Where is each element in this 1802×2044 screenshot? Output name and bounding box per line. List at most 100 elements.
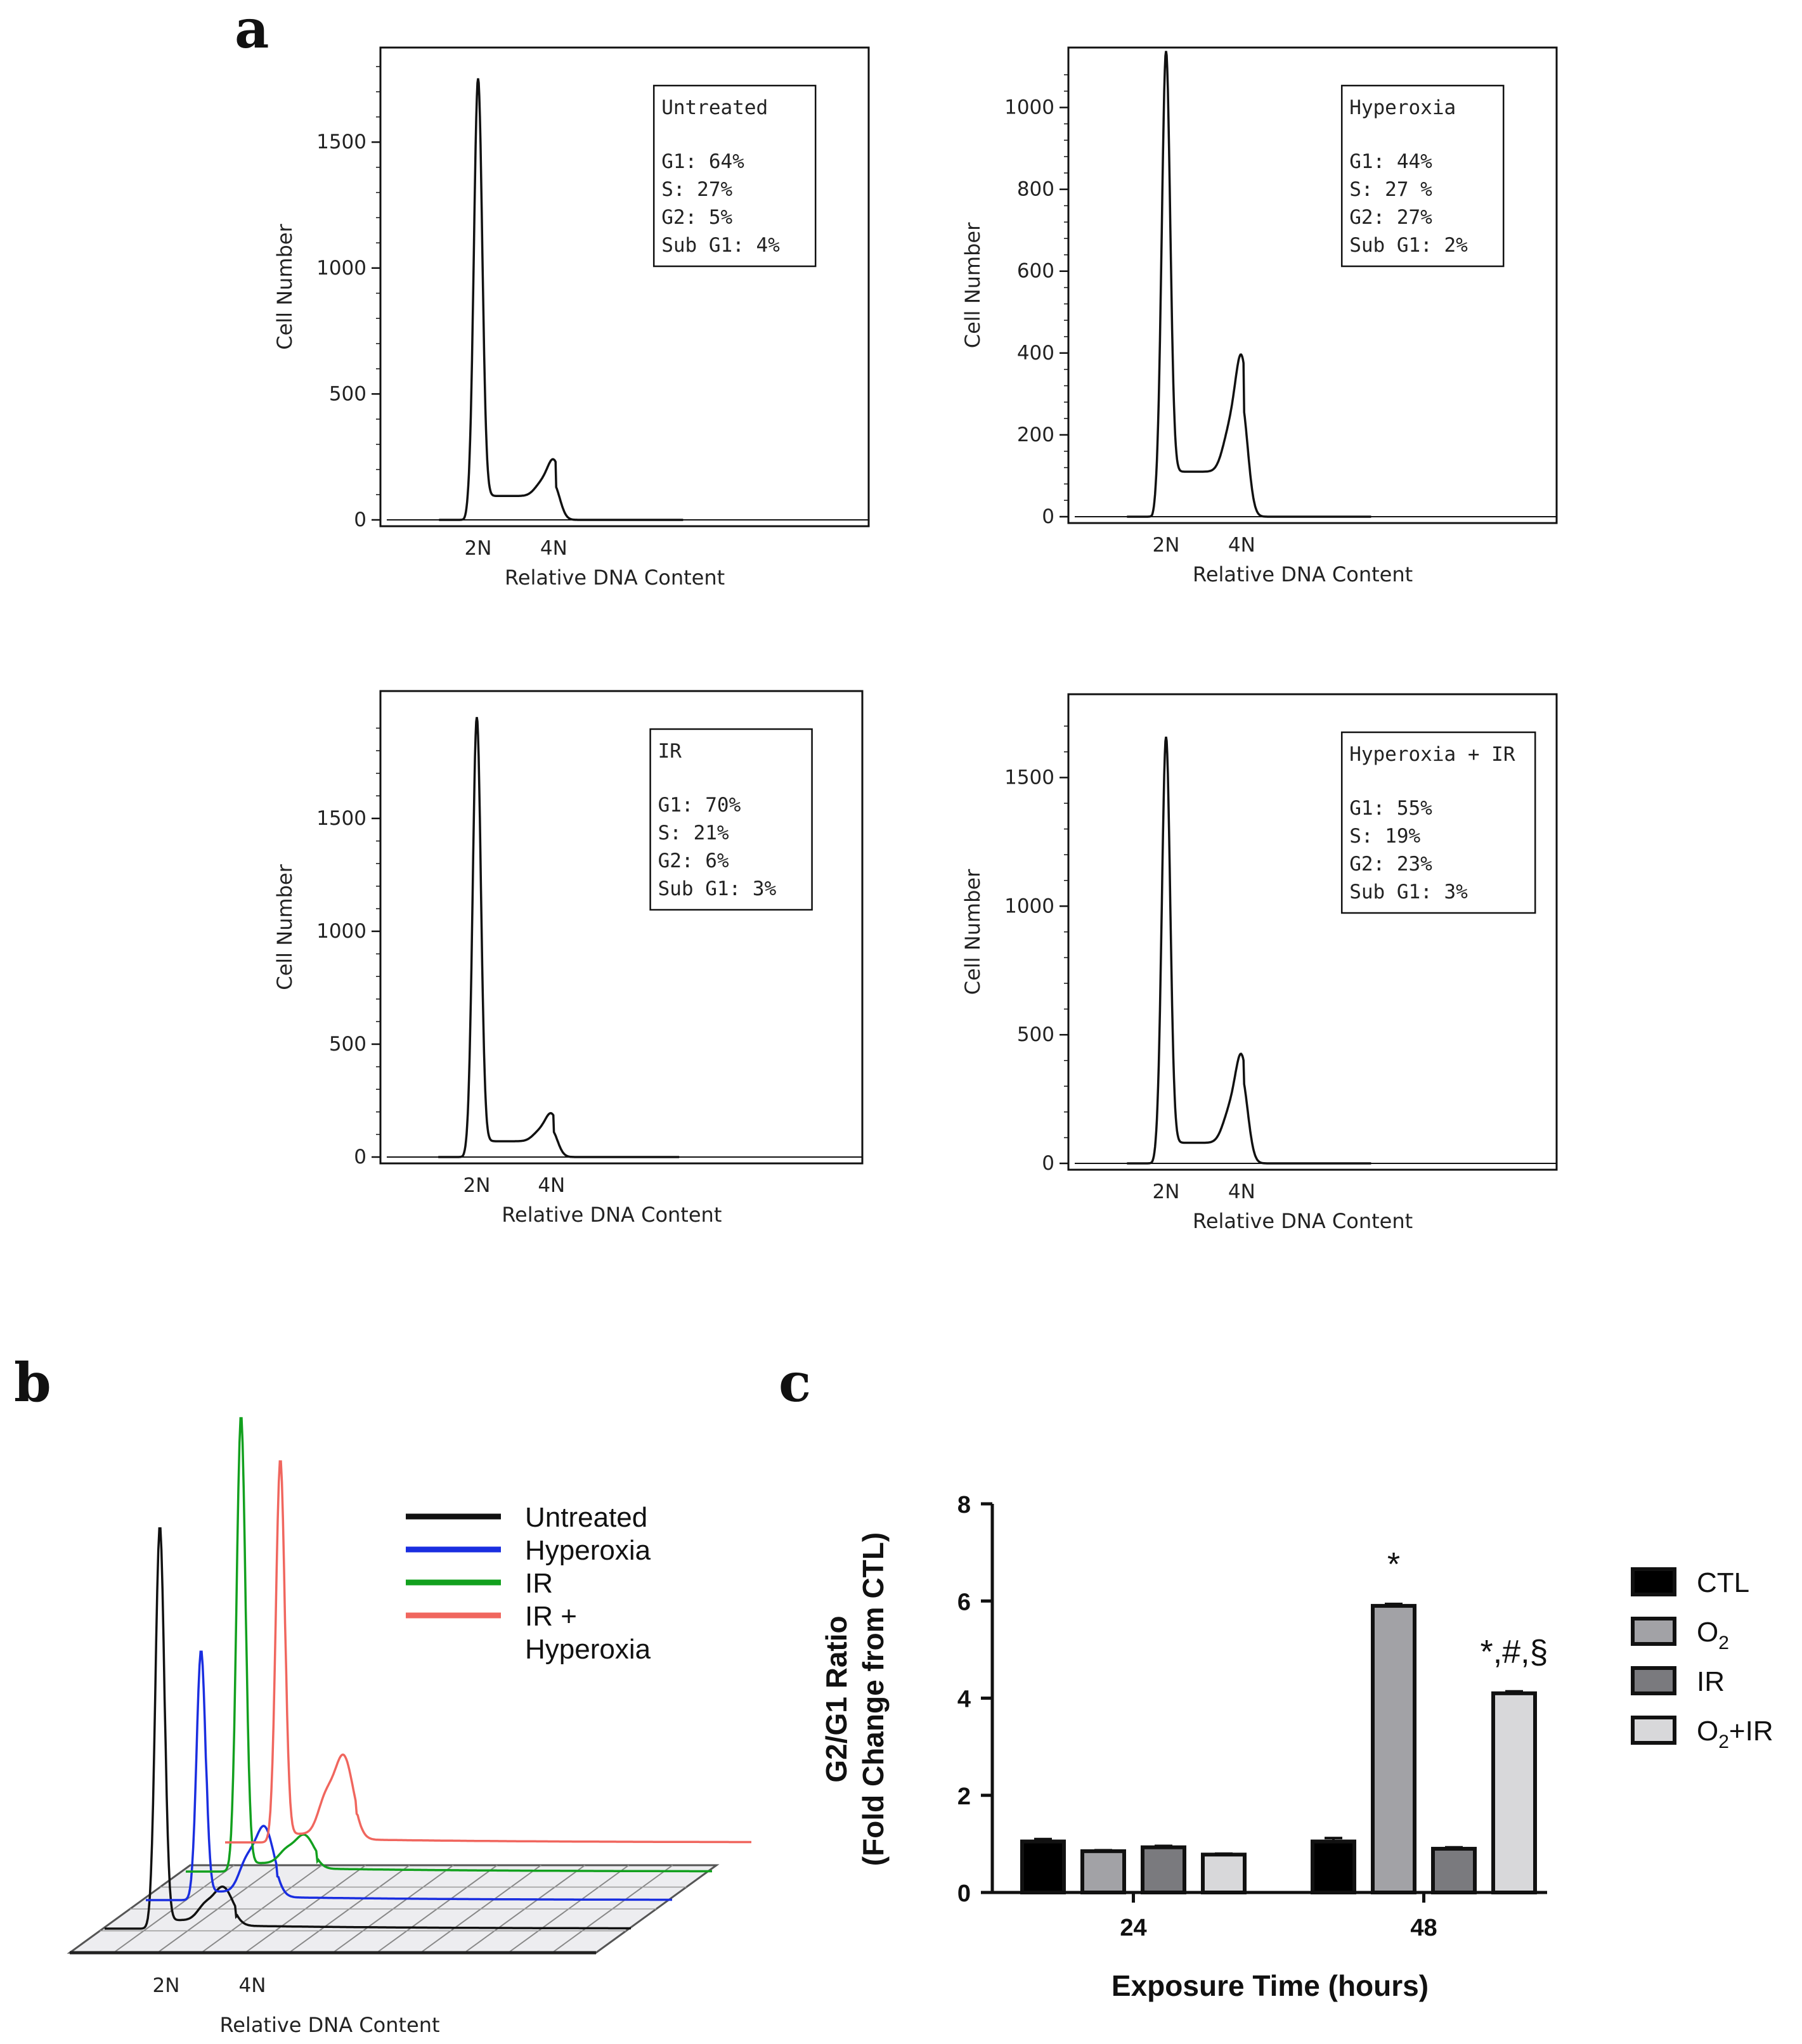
stats-line: G2: 5% — [661, 206, 732, 229]
legend-label: O2 — [1697, 1617, 1729, 1653]
x-tick-label: 48 — [1410, 1915, 1437, 1941]
y-tick-label: 0 — [354, 508, 366, 531]
stats-title: Hyperoxia + IR — [1349, 743, 1515, 766]
stats-line: G1: 70% — [658, 794, 741, 817]
panel-letter-b: b — [14, 1351, 51, 1414]
panel-letter-a: a — [235, 0, 269, 60]
x-tick-4n: 4N — [1228, 534, 1255, 557]
y-tick-label: 1000 — [316, 920, 366, 943]
stats-title: IR — [658, 740, 682, 763]
y-tick-label: 200 — [1017, 424, 1054, 446]
histogram-curve — [439, 78, 684, 521]
y-tick-label: 0 — [354, 1146, 366, 1168]
y-tick-label: 800 — [1017, 178, 1054, 201]
stats-line: G1: 44% — [1349, 150, 1432, 173]
histogram-4: 0 500 1000 1500 2N 4N Relative DNA Content Cell… — [961, 693, 1558, 1233]
legend-swatch-o2 — [1631, 1617, 1676, 1646]
x-axis-label: Relative DNA Content — [1193, 1209, 1413, 1233]
x-axis-label: Exposure Time (hours) — [1112, 1969, 1429, 2002]
legend-label: CTL — [1697, 1567, 1749, 1598]
y-tick-label: 1500 — [1004, 766, 1054, 789]
y-tick-label: 6 — [957, 1589, 971, 1615]
overlay-curve-untreated — [105, 1527, 631, 1930]
y-tick-label: 2 — [957, 1783, 971, 1810]
histogram-curve — [438, 716, 680, 1158]
y-tick-label: 0 — [1042, 505, 1054, 528]
legend-label: IR — [525, 1568, 553, 1599]
significance-marker: * — [1387, 1546, 1400, 1583]
legend-swatch-o2ir — [1631, 1716, 1676, 1745]
y-axis-label-line2: (Fold Change from CTL) — [857, 1532, 890, 1866]
stats-box — [1340, 84, 1505, 268]
legend-text-part: O — [1697, 1617, 1718, 1648]
plot-frame — [1067, 46, 1558, 524]
y-tick-label: 600 — [1017, 260, 1054, 283]
histogram-1: 0 500 1000 1500 2N 4N Relative DNA Content Cell… — [273, 46, 870, 590]
stats-title: Untreated — [661, 96, 768, 119]
legend-text-part: O — [1697, 1716, 1718, 1747]
x-tick-4n: 4N — [538, 1174, 565, 1197]
stats-line: S: 21% — [658, 822, 729, 844]
significance-marker: *,#,§ — [1481, 1634, 1548, 1671]
panel-letter-c: c — [779, 1351, 811, 1414]
stats-line: Sub G1: 3% — [658, 877, 777, 900]
y-tick-label: 400 — [1017, 342, 1054, 365]
y-tick-label: 8 — [957, 1492, 971, 1518]
y-axis-label: Cell Number — [273, 223, 297, 349]
plot-frame — [379, 690, 864, 1165]
histogram-curve — [1127, 736, 1371, 1165]
bar-o2ir-24 — [1201, 1853, 1247, 1894]
x-tick-4n: 4N — [540, 537, 567, 560]
overlay-curve-ir-hyperoxia — [225, 1460, 751, 1844]
stats-line: Sub G1: 3% — [1349, 881, 1468, 903]
stats-title: Hyperoxia — [1349, 96, 1456, 119]
stats-line: G2: 23% — [1349, 853, 1432, 876]
stats-box — [652, 84, 817, 268]
y-axis-label: Cell Number — [961, 222, 985, 348]
legend-subscript: 2 — [1718, 1633, 1729, 1653]
bar-o2-48 — [1371, 1603, 1416, 1895]
y-tick-label: 4 — [957, 1686, 971, 1713]
stats-line: S: 27 % — [1349, 178, 1432, 201]
x-tick-2n: 2N — [465, 537, 492, 560]
histogram-2: 0 200 400 600 800 1000 2N 4N Relative DNA Conten… — [961, 46, 1558, 586]
bar-ir-24 — [1141, 1845, 1186, 1895]
x-tick-4n: 4N — [1228, 1180, 1255, 1203]
x-tick-2n: 2N — [463, 1174, 491, 1197]
stats-line: G1: 55% — [1349, 797, 1432, 820]
x-tick-2n: 2N — [153, 1974, 180, 1997]
bar-ctl-24 — [1020, 1839, 1066, 1894]
bar-o2-24 — [1080, 1849, 1126, 1894]
legend-label: IR — [1697, 1666, 1725, 1697]
stats-line: S: 19% — [1349, 825, 1420, 848]
stats-line: Sub G1: 4% — [661, 234, 780, 257]
plot-frame — [379, 46, 870, 527]
x-tick-2n: 2N — [1153, 1180, 1180, 1203]
legend-subscript: 2 — [1718, 1731, 1729, 1752]
x-axis-label: Relative DNA Content — [502, 1203, 722, 1227]
x-tick-2n: 2N — [1153, 534, 1180, 557]
x-tick-label: 24 — [1120, 1915, 1146, 1941]
legend-label: Hyperoxia — [525, 1535, 651, 1566]
legend-text-part: +IR — [1729, 1716, 1773, 1747]
legend-label: IR + — [525, 1601, 577, 1632]
stats-box — [649, 728, 813, 911]
x-axis-label: Relative DNA Content — [505, 566, 725, 590]
stats-line: G1: 64% — [661, 150, 744, 173]
stats-line: G2: 6% — [658, 850, 729, 872]
x-axis-label: Relative DNA Content — [1193, 562, 1413, 586]
histogram-curve — [1127, 51, 1371, 518]
y-axis-label-line1: G2/G1 Ratio — [820, 1615, 853, 1782]
y-tick-label: 0 — [1042, 1152, 1054, 1175]
y-tick-label: 0 — [957, 1880, 971, 1907]
y-tick-label: 1500 — [316, 807, 366, 830]
bar-o2ir-48 — [1491, 1691, 1537, 1894]
histogram-3: 0 500 1000 1500 2N 4N Relative DNA Content Cell… — [273, 690, 864, 1227]
y-tick-label: 500 — [1017, 1023, 1054, 1046]
bar-ir-48 — [1431, 1847, 1477, 1895]
legend-label: Hyperoxia — [525, 1634, 651, 1665]
bar-ctl-48 — [1311, 1839, 1356, 1894]
